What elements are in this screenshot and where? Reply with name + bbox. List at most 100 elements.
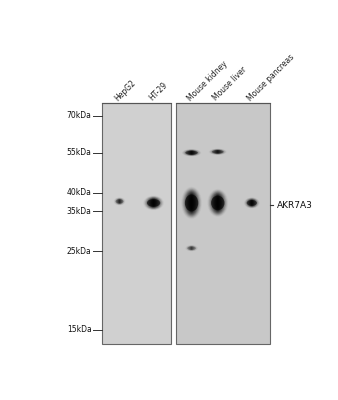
Ellipse shape [186,150,197,155]
Ellipse shape [150,199,157,207]
Ellipse shape [214,195,222,211]
Ellipse shape [146,197,161,209]
Ellipse shape [187,246,196,250]
Ellipse shape [117,199,122,204]
Ellipse shape [212,194,223,212]
Ellipse shape [246,198,258,208]
Ellipse shape [186,191,198,214]
Ellipse shape [189,246,194,250]
Ellipse shape [183,188,200,218]
Ellipse shape [118,199,121,204]
Ellipse shape [215,196,220,210]
Ellipse shape [188,151,195,155]
Ellipse shape [247,199,257,207]
Ellipse shape [116,198,123,204]
Ellipse shape [149,198,159,208]
Ellipse shape [151,199,156,206]
Text: HT-29: HT-29 [147,81,169,103]
Ellipse shape [217,198,218,208]
Ellipse shape [190,151,193,154]
Ellipse shape [191,247,192,249]
Ellipse shape [147,197,160,208]
Ellipse shape [216,150,219,153]
Ellipse shape [153,200,154,206]
Ellipse shape [250,200,254,206]
Ellipse shape [191,247,192,250]
Ellipse shape [215,150,221,154]
Text: 40kDa: 40kDa [67,188,92,197]
Ellipse shape [248,200,255,206]
Text: 35kDa: 35kDa [67,207,92,216]
Ellipse shape [188,246,195,250]
Text: AKR7A3: AKR7A3 [277,200,313,210]
Ellipse shape [251,201,252,205]
Ellipse shape [147,199,160,207]
Ellipse shape [116,198,123,204]
Text: 15kDa: 15kDa [67,325,92,334]
Ellipse shape [213,194,222,212]
Ellipse shape [187,192,197,213]
Ellipse shape [245,198,258,208]
Ellipse shape [191,152,192,154]
Ellipse shape [211,149,225,154]
Ellipse shape [249,200,255,206]
Ellipse shape [152,200,155,206]
Ellipse shape [149,198,158,207]
Ellipse shape [187,193,196,213]
Ellipse shape [213,150,223,154]
Ellipse shape [212,193,224,213]
Text: 55kDa: 55kDa [67,148,92,157]
Ellipse shape [189,151,194,154]
Ellipse shape [216,196,220,209]
Ellipse shape [117,199,122,204]
Ellipse shape [245,198,259,208]
Ellipse shape [187,150,196,155]
Ellipse shape [211,192,225,214]
Ellipse shape [184,150,199,156]
Ellipse shape [250,200,253,205]
Ellipse shape [249,200,255,206]
Ellipse shape [118,199,121,204]
Ellipse shape [190,246,193,250]
Bar [176,104,270,344]
Ellipse shape [247,200,257,206]
Ellipse shape [213,150,222,154]
Ellipse shape [213,194,223,212]
Ellipse shape [189,246,194,250]
Ellipse shape [211,196,224,210]
Ellipse shape [247,199,256,207]
Ellipse shape [217,150,219,153]
Ellipse shape [216,197,219,209]
Ellipse shape [116,198,123,204]
Ellipse shape [188,194,195,212]
Ellipse shape [217,198,219,208]
Bar [102,104,171,344]
Ellipse shape [209,190,227,216]
Ellipse shape [247,199,257,207]
Ellipse shape [116,199,123,204]
Ellipse shape [185,191,198,215]
Ellipse shape [117,199,122,204]
Ellipse shape [191,197,192,208]
Text: HepG2: HepG2 [113,78,138,103]
Ellipse shape [248,199,256,206]
Ellipse shape [184,150,199,156]
Ellipse shape [251,201,253,205]
Ellipse shape [145,196,163,210]
Ellipse shape [250,200,254,206]
Ellipse shape [212,150,224,154]
Ellipse shape [148,198,159,208]
Ellipse shape [185,150,198,156]
Text: Mouse kidney: Mouse kidney [185,59,229,103]
Ellipse shape [186,192,197,214]
Ellipse shape [215,150,220,154]
Ellipse shape [118,200,121,203]
Ellipse shape [190,247,193,250]
Ellipse shape [146,197,161,209]
Ellipse shape [183,189,200,217]
Ellipse shape [145,196,162,209]
Ellipse shape [190,197,193,209]
Ellipse shape [150,199,158,207]
Ellipse shape [214,196,221,210]
Ellipse shape [191,151,193,154]
